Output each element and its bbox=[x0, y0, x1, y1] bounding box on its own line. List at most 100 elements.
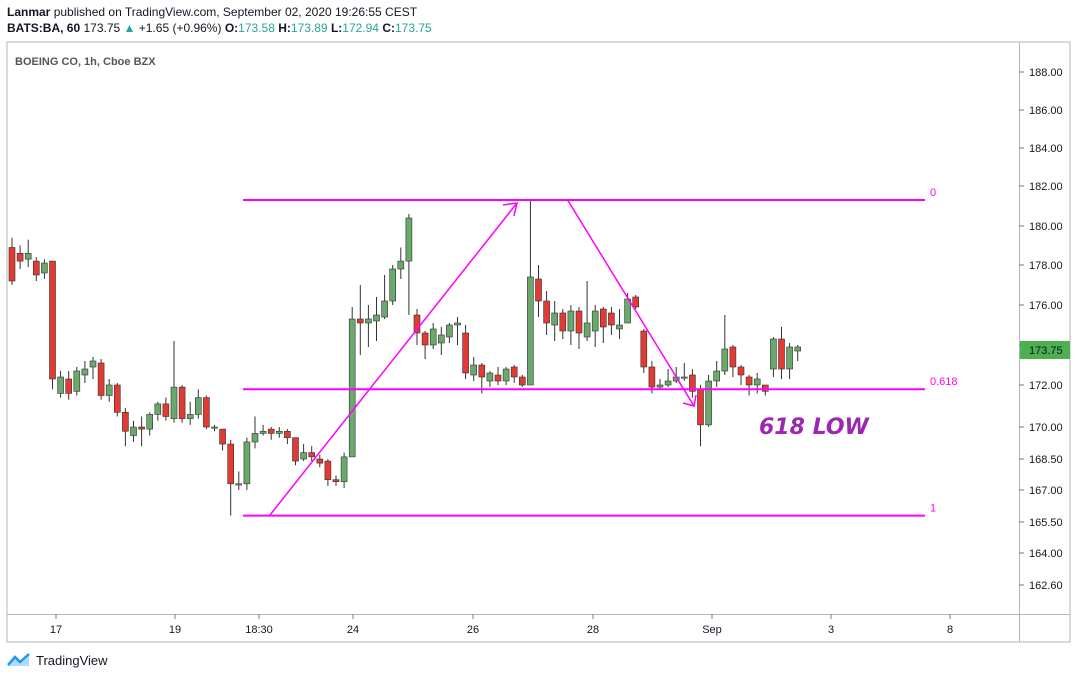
candle-body bbox=[203, 397, 210, 428]
last-price: 173.75 bbox=[83, 21, 121, 35]
candle-body bbox=[389, 268, 397, 302]
candle bbox=[162, 397, 170, 421]
candle bbox=[73, 367, 81, 396]
price-tick-label: 178.00 bbox=[1029, 260, 1063, 272]
candle-body bbox=[405, 217, 413, 262]
price-tick-label: 172.00 bbox=[1029, 380, 1063, 392]
candle-body bbox=[154, 403, 162, 415]
candle-body bbox=[543, 300, 550, 324]
candle bbox=[413, 309, 421, 345]
price-tick-label: 162.60 bbox=[1029, 580, 1063, 592]
candle-body bbox=[462, 332, 469, 374]
trend-arrows[interactable] bbox=[269, 198, 697, 516]
last-price-tag: 173.75 bbox=[1020, 341, 1070, 359]
candle-body bbox=[316, 458, 324, 464]
high-value: 173.89 bbox=[290, 21, 328, 35]
candle-body bbox=[195, 397, 202, 415]
candle bbox=[57, 371, 64, 398]
candle bbox=[494, 367, 502, 385]
time-tick-label: 24 bbox=[347, 624, 359, 636]
price-axis[interactable]: 188.00 186.00 184.00 182.00 180.00 178.00 176.… bbox=[1019, 67, 1063, 592]
candle-body bbox=[680, 376, 688, 379]
fib-level-label: 0.618 bbox=[930, 376, 958, 388]
candle-body bbox=[591, 310, 599, 332]
candle-body bbox=[729, 346, 737, 368]
candle bbox=[251, 416, 259, 449]
candle bbox=[316, 454, 324, 468]
fib-level-label: 0 bbox=[930, 187, 936, 199]
candle bbox=[356, 285, 364, 355]
candle bbox=[186, 401, 194, 425]
open-label: O: bbox=[224, 21, 239, 35]
down-arrow-line[interactable] bbox=[566, 198, 695, 407]
candle bbox=[535, 265, 542, 317]
candle bbox=[583, 281, 591, 341]
candle-body bbox=[73, 370, 81, 392]
candle bbox=[381, 275, 388, 319]
candles-layer bbox=[8, 200, 802, 516]
candle bbox=[16, 245, 24, 269]
candle bbox=[219, 428, 226, 451]
candle-body bbox=[721, 348, 729, 372]
candle bbox=[267, 427, 275, 440]
candle bbox=[324, 459, 332, 486]
candle bbox=[737, 365, 745, 385]
candle bbox=[567, 305, 575, 345]
candle bbox=[365, 305, 372, 347]
candle bbox=[656, 379, 664, 390]
candle bbox=[284, 429, 291, 445]
candle bbox=[41, 259, 48, 279]
candle bbox=[729, 345, 737, 377]
up-arrow-head-icon bbox=[502, 202, 518, 217]
author-name[interactable]: Lanmar bbox=[7, 5, 51, 19]
candle bbox=[794, 345, 802, 361]
high-label: H: bbox=[278, 21, 291, 35]
candle-body bbox=[478, 364, 486, 378]
candle-body bbox=[656, 384, 664, 388]
candle-body bbox=[365, 318, 372, 324]
candle bbox=[130, 420, 137, 442]
candle-body bbox=[16, 253, 24, 262]
candle-body bbox=[219, 428, 226, 445]
up-arrow-line[interactable] bbox=[269, 202, 518, 516]
tradingview-footer[interactable]: TradingView bbox=[7, 650, 108, 670]
chart-frame bbox=[6, 41, 1071, 643]
time-tick-label: 19 bbox=[169, 624, 181, 636]
candle-body bbox=[770, 338, 777, 370]
candle bbox=[786, 343, 793, 379]
price-tick-label: 176.00 bbox=[1029, 300, 1063, 312]
candle-body bbox=[608, 312, 615, 326]
price-tick-label: 186.00 bbox=[1029, 105, 1063, 117]
price-change: +1.65 (+0.96%) bbox=[138, 21, 222, 35]
annotation-618-low[interactable]: 618 LOW bbox=[759, 415, 871, 440]
candle bbox=[454, 317, 461, 345]
candle-body bbox=[454, 322, 461, 326]
candle-body bbox=[65, 378, 72, 394]
candle bbox=[138, 416, 145, 447]
candle bbox=[340, 452, 348, 488]
candle-body bbox=[235, 483, 243, 486]
time-tick-label: Sep bbox=[702, 624, 722, 636]
candle bbox=[170, 341, 178, 423]
candle-body bbox=[518, 376, 526, 386]
candle bbox=[632, 295, 640, 309]
candle-body bbox=[559, 312, 567, 332]
symbol-label: BATS:BA, 60 bbox=[7, 21, 81, 35]
fib-retracement[interactable]: 0 0.618 1 bbox=[243, 187, 958, 517]
tradingview-brand: TradingView bbox=[36, 652, 108, 668]
candle-body bbox=[243, 441, 251, 485]
candle bbox=[664, 369, 672, 388]
candle-body bbox=[24, 253, 32, 260]
time-axis[interactable]: 17 19 18:30 24 26 28 Sep 3 8 bbox=[50, 614, 953, 636]
time-tick-label: 28 bbox=[587, 624, 599, 636]
candle-body bbox=[251, 433, 259, 443]
candle-body bbox=[275, 430, 283, 434]
candle bbox=[332, 475, 340, 486]
candle-body bbox=[778, 338, 785, 370]
candle-body bbox=[211, 426, 218, 429]
candle-body bbox=[348, 318, 356, 458]
candle-body bbox=[8, 247, 16, 282]
candle-body bbox=[648, 366, 656, 388]
candle-body bbox=[138, 426, 145, 430]
